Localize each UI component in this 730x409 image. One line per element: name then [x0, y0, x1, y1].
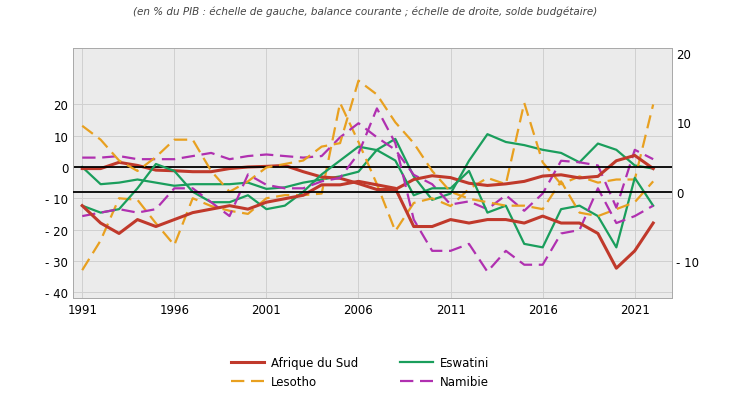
- Text: (en % du PIB : échelle de gauche, balance courante ; échelle de droite, solde bu: (en % du PIB : échelle de gauche, balanc…: [133, 6, 597, 17]
- Legend: Afrique du Sud, Lesotho, Eswatini, Namibie: Afrique du Sud, Lesotho, Eswatini, Namib…: [226, 351, 494, 393]
